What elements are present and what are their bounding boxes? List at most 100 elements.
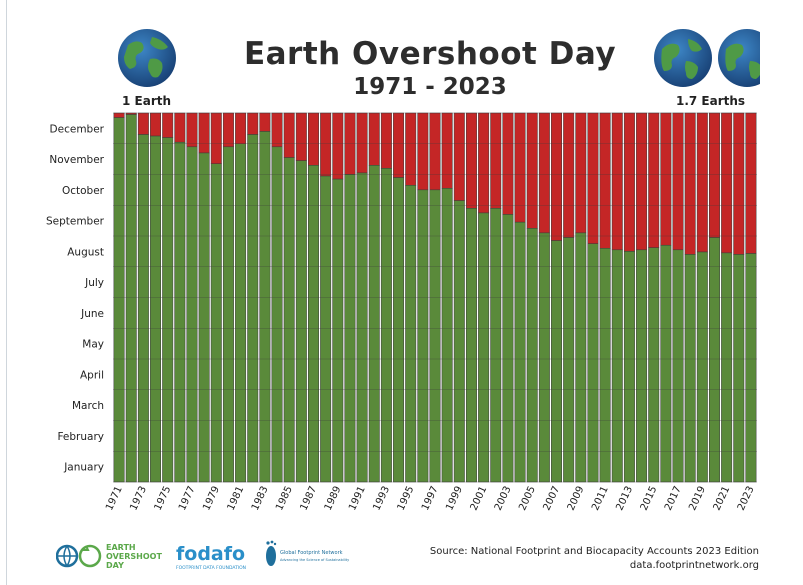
bar-red-2017 — [672, 112, 684, 251]
x-tick-label: 1991 — [347, 485, 368, 513]
bar-red-2009 — [575, 112, 587, 234]
bar-red-1988 — [320, 112, 332, 177]
bar-red-2005 — [526, 112, 538, 229]
x-tick-label: 2003 — [493, 485, 514, 513]
bar-red-1989 — [332, 112, 344, 180]
x-tick-label: 2021 — [712, 485, 733, 513]
bar-red-1975 — [162, 112, 174, 138]
source-line: Source: National Footprint and Biocapaci… — [429, 546, 759, 557]
bar-green-2011 — [599, 248, 611, 483]
y-tick-label: March — [72, 400, 104, 412]
bar-green-1975 — [162, 137, 174, 483]
y-tick-label: July — [84, 277, 104, 289]
bar-green-2014 — [636, 249, 648, 483]
bar-red-1992 — [368, 112, 380, 166]
bar-red-1980 — [222, 112, 234, 148]
x-tick-label: 2013 — [614, 485, 635, 513]
bar-red-1996 — [417, 112, 429, 191]
fodafo-logo: fodafo FOOTPRINT DATA FOUNDATION — [176, 543, 246, 571]
bar-green-1998 — [441, 188, 453, 483]
y-tick-label: February — [57, 431, 104, 443]
bar-red-2012 — [611, 112, 623, 251]
bar-green-1996 — [417, 189, 429, 483]
bar-green-2005 — [526, 228, 538, 483]
gfn-logo-text-1: Global Footprint Network — [280, 550, 343, 556]
y-tick-label: November — [49, 154, 104, 166]
bar-green-1995 — [405, 185, 417, 483]
bar-green-1987 — [308, 165, 319, 483]
y-tick-label: January — [63, 462, 104, 474]
bar-red-1979 — [210, 112, 222, 164]
bar-green-2007 — [551, 240, 562, 483]
bar-red-1981 — [235, 112, 247, 144]
earth-overshoot-day-logo: EARTH OVERSHOOT DAY — [56, 543, 162, 570]
bar-green-2008 — [563, 237, 575, 483]
bar-red-2023 — [745, 112, 757, 254]
bar-red-1982 — [247, 112, 259, 135]
x-tick-label: 1979 — [201, 485, 222, 513]
x-tick-label: 2019 — [687, 485, 708, 513]
source-note: Source: National Footprint and Biocapaci… — [430, 545, 759, 573]
bar-green-1976 — [174, 141, 186, 483]
bar-green-1989 — [332, 178, 344, 483]
bar-red-2008 — [563, 112, 575, 238]
bar-red-2003 — [502, 112, 514, 215]
gfn-logo-text-2: Advancing the Science of Sustainability — [280, 558, 349, 562]
y-tick-label: October — [62, 185, 105, 197]
x-tick-label: 1973 — [128, 485, 149, 513]
bar-green-1999 — [453, 200, 465, 483]
bar-red-1997 — [429, 112, 441, 191]
logos-strip: EARTH OVERSHOOT DAY fodafo FOOTPRINT DAT… — [56, 540, 349, 571]
bar-red-1984 — [271, 112, 283, 148]
x-tick-label: 1999 — [444, 485, 465, 513]
x-tick-label: 2015 — [639, 485, 660, 513]
bar-green-1991 — [356, 172, 368, 483]
bar-red-1999 — [453, 112, 465, 201]
bar-green-1992 — [368, 165, 380, 483]
bar-green-1997 — [429, 189, 441, 483]
source-url: data.footprintnetwork.org — [629, 560, 759, 571]
y-tick-label: May — [82, 339, 104, 351]
bar-red-1998 — [441, 112, 453, 189]
x-tick-label: 2005 — [517, 485, 538, 513]
bar-green-2009 — [575, 232, 587, 483]
bar-green-1993 — [380, 168, 392, 483]
x-tick-label: 1993 — [371, 485, 392, 513]
bar-red-1974 — [150, 112, 162, 137]
bar-red-2014 — [636, 112, 648, 251]
x-tick-label: 1977 — [177, 485, 198, 513]
bar-green-2017 — [672, 249, 684, 483]
bar-red-1993 — [380, 112, 392, 169]
bar-red-1985 — [283, 112, 295, 158]
bar-red-1983 — [259, 112, 271, 132]
x-tick-label: 2007 — [542, 485, 563, 513]
globe-right-2-icon — [718, 29, 760, 87]
bar-green-2020 — [708, 237, 720, 483]
bar-red-1971 — [113, 112, 125, 118]
x-tick-label: 1989 — [323, 485, 344, 513]
bar-red-2016 — [660, 112, 672, 246]
eod-logo-text-3: DAY — [106, 561, 124, 570]
x-tick-label: 2011 — [590, 485, 611, 513]
bar-red-1994 — [393, 112, 405, 178]
x-tick-label: 1985 — [274, 485, 295, 513]
bar-green-2023 — [745, 253, 757, 483]
bar-red-1986 — [295, 112, 307, 161]
bar-red-2018 — [684, 112, 696, 255]
bar-red-2011 — [599, 112, 611, 249]
bar-red-2007 — [551, 112, 562, 241]
x-tick-label: 1997 — [420, 485, 441, 513]
bar-green-2013 — [623, 251, 635, 483]
bar-green-2000 — [465, 208, 477, 483]
x-tick-label: 1981 — [226, 485, 247, 513]
x-tick-label: 1975 — [153, 485, 174, 513]
bar-red-2021 — [721, 112, 733, 254]
bar-green-2001 — [478, 212, 490, 483]
y-tick-label: August — [67, 246, 104, 258]
bar-green-1982 — [247, 134, 259, 483]
x-tick-label: 2001 — [469, 485, 490, 513]
eod-logo-text-1: EARTH — [106, 543, 136, 552]
chart-subtitle: 1971 - 2023 — [353, 74, 507, 100]
chart-title: Earth Overshoot Day — [243, 36, 617, 72]
x-tick-label: 2023 — [736, 485, 757, 513]
